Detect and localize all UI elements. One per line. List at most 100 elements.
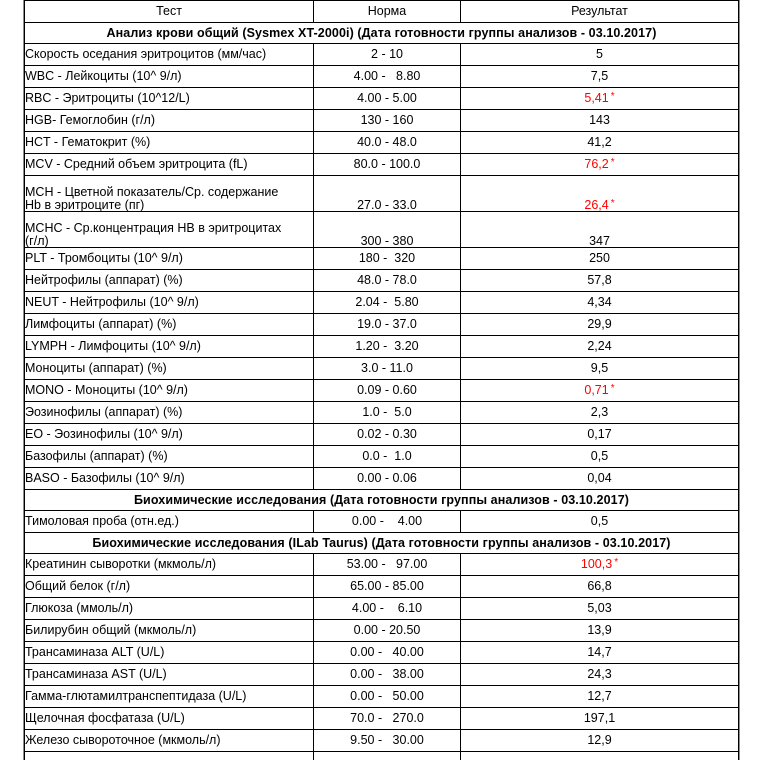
cell-test-name: Тимоловая проба (отн.ед.) [25,511,314,533]
abnormal-flag-icon: * [611,383,615,394]
cell-result: 5 [461,44,739,66]
abnormal-flag-icon: * [611,198,615,209]
table-header-row: Тест Норма Результат [25,1,739,23]
cell-reference-range: 0.00 - 20.50 [314,620,461,642]
cell-reference-range: 3.0 - 11.0 [314,358,461,380]
cell-result-abnormal: 26,4* [461,176,739,212]
cell-test-name: Нейтрофилы (аппарат) (%) [25,270,314,292]
cell-result: 41,2 [461,132,739,154]
cell-result [461,752,739,760]
result-value: 5,03 [587,601,611,615]
cell-test-name: PLT - Тромбоциты (10^ 9/л) [25,248,314,270]
result-value: 197,1 [584,711,615,725]
cell-result-abnormal: 0,71* [461,380,739,402]
result-value: 7,5 [591,69,608,83]
cell-test-name: BASO - Базофилы (10^ 9/л) [25,468,314,490]
cell-test-name: Глюкоза (ммоль/л) [25,598,314,620]
result-value: 5 [596,47,603,61]
cell-reference-range: 4.00 - 6.10 [314,598,461,620]
cell-result: 7,5 [461,66,739,88]
cell-result: 143 [461,110,739,132]
cell-reference-range: 300 - 380 [314,212,461,248]
cell-result: 24,3 [461,664,739,686]
cell-result-abnormal: 100,3* [461,554,739,576]
cell-reference-range: 0.00 - 38.00 [314,664,461,686]
table-row: NEUT - Нейтрофилы (10^ 9/л)2.04 - 5.80 4,… [25,292,739,314]
cell-test-name: Моноциты (аппарат) (%) [25,358,314,380]
table-body: Анализ крови общий (Sysmex XT-2000i) (Да… [25,23,739,760]
cell-reference-range: 0.00 - 40.00 [314,642,461,664]
cell-reference-range: 4.00 - 5.00 [314,88,461,110]
cell-test-name: Щелочная фосфатаза (U/L) [25,708,314,730]
column-header-result: Результат [461,1,739,23]
result-value: 4,34 [587,295,611,309]
result-value: 0,04 [587,471,611,485]
cell-test-name: LYMPH - Лимфоциты (10^ 9/л) [25,336,314,358]
section-header-row: Анализ крови общий (Sysmex XT-2000i) (Да… [25,23,739,44]
cell-result: 0,5 [461,446,739,468]
table-row: Железо сывороточное (мкмоль/л)9.50 - 30.… [25,730,739,752]
result-value: 14,7 [587,645,611,659]
cell-reference-range: 27.0 - 33.0 [314,176,461,212]
cell-result: 9,5 [461,358,739,380]
cell-reference-range: 0.02 - 0.30 [314,424,461,446]
clipped-row [25,752,739,760]
abnormal-flag-icon: * [611,91,615,102]
cell-test-name: HCT - Гематокрит (%) [25,132,314,154]
result-value: 26,4 [584,198,608,212]
result-value: 347 [589,234,610,248]
result-value: 0,17 [587,427,611,441]
table-row: BASO - Базофилы (10^ 9/л)0.00 - 0.06 0,04 [25,468,739,490]
cell-reference-range: 40.0 - 48.0 [314,132,461,154]
cell-test-name: Гамма-глютамилтранспептидаза (U/L) [25,686,314,708]
column-header-norm: Норма [314,1,461,23]
cell-reference-range: 70.0 - 270.0 [314,708,461,730]
cell-reference-range: 0.0 - 1.0 [314,446,461,468]
cell-reference-range: 2.04 - 5.80 [314,292,461,314]
cell-test-name: Билирубин общий (мкмоль/л) [25,620,314,642]
table-row: MCV - Средний объем эритроцита (fL)80.0 … [25,154,739,176]
cell-result: 12,7 [461,686,739,708]
cell-reference-range: 80.0 - 100.0 [314,154,461,176]
cell-result: 14,7 [461,642,739,664]
abnormal-flag-icon: * [614,557,618,568]
result-value: 0,5 [591,449,608,463]
table-row: Креатинин сыворотки (мкмоль/л)53.00 - 97… [25,554,739,576]
cell-reference-range: 0.00 - 0.06 [314,468,461,490]
cell-test-name: MCHC - Ср.концентрация HB в эритроцитах … [25,212,314,248]
cell-result: 4,34 [461,292,739,314]
cell-result: 2,3 [461,402,739,424]
cell-reference-range: 4.00 - 8.80 [314,66,461,88]
cell-result-abnormal: 76,2* [461,154,739,176]
result-value: 2,3 [591,405,608,419]
table-row: Гамма-глютамилтранспептидаза (U/L)0.00 -… [25,686,739,708]
cell-test-name: Трансаминаза AST (U/L) [25,664,314,686]
result-value: 0,5 [591,514,608,528]
cell-reference-range: 2 - 10 [314,44,461,66]
cell-test-name: HGB- Гемоглобин (г/л) [25,110,314,132]
cell-test-name: MONO - Моноциты (10^ 9/л) [25,380,314,402]
result-value: 0,71 [584,383,608,397]
cell-test-name: NEUT - Нейтрофилы (10^ 9/л) [25,292,314,314]
column-header-test: Тест [25,1,314,23]
table-row: MCHC - Ср.концентрация HB в эритроцитах … [25,212,739,248]
result-value: 24,3 [587,667,611,681]
cell-reference-range: 65.00 - 85.00 [314,576,461,598]
cell-test-name: RBC - Эритроциты (10^12/L) [25,88,314,110]
cell-reference-range: 0.00 - 50.00 [314,686,461,708]
cell-result: 0,04 [461,468,739,490]
result-value: 2,24 [587,339,611,353]
table-row: Скорость оседания эритроцитов (мм/час)2 … [25,44,739,66]
table-row: Щелочная фосфатаза (U/L)70.0 - 270.0 197,… [25,708,739,730]
cell-result-abnormal: 5,41* [461,88,739,110]
cell-reference-range: 130 - 160 [314,110,461,132]
result-value: 13,9 [587,623,611,637]
